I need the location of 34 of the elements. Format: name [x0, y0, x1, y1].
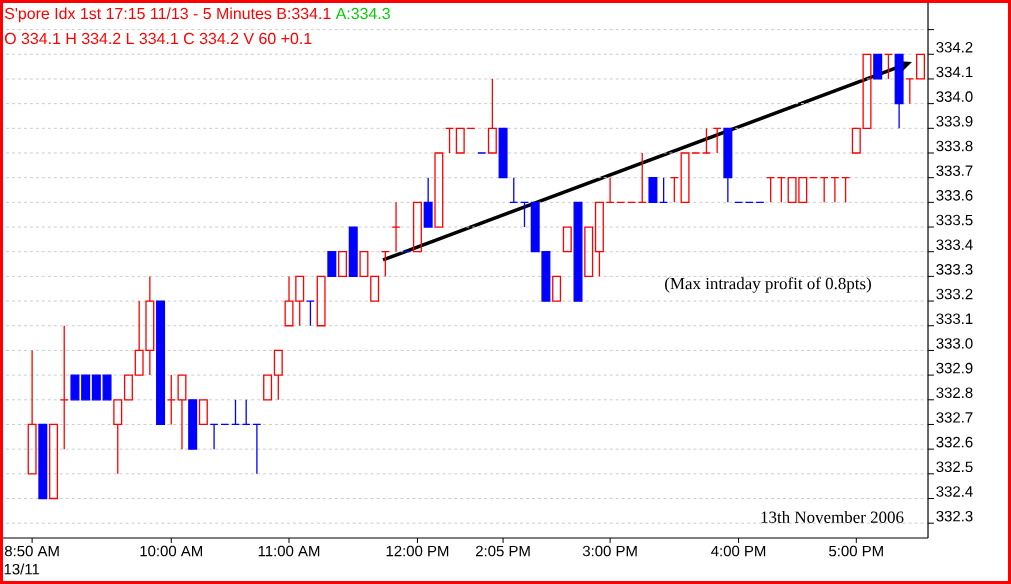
y-tick-label: 332.9	[936, 362, 973, 374]
y-tick-label: 334.1	[936, 66, 973, 78]
y-tick-label: 333.1	[936, 313, 973, 325]
x-tick-label: 11:00 AM	[258, 545, 320, 557]
y-tick-label: 332.8	[936, 387, 973, 399]
y-tick-label: 332.3	[936, 510, 973, 522]
x-tick-label: 10:00 AM	[140, 545, 202, 557]
annotation: 13th November 2006	[761, 511, 904, 523]
y-tick-label: 332.5	[936, 461, 973, 473]
y-tick-label: 333.4	[936, 239, 973, 250]
y-tick-label: 333.6	[936, 190, 973, 201]
x-axis-title: 13/11	[4, 563, 40, 575]
y-tick-label: 333.9	[936, 116, 973, 127]
annotation: A:334.3	[335, 7, 390, 20]
y-tick-label: 333.8	[936, 140, 973, 152]
y-tick-label: 332.7	[936, 412, 973, 423]
x-tick-label: 5:00 PM	[829, 545, 883, 557]
y-tick-label: 333.3	[936, 264, 973, 275]
y-tick-label: 334.2	[936, 41, 973, 53]
y-tick-label: 333.5	[936, 214, 973, 226]
x-tick-label: 2:05 PM	[476, 545, 530, 557]
y-tick-label: 333.2	[936, 288, 973, 300]
y-tick-label: 332.4	[936, 486, 973, 497]
text: O 334.1 H 334.2 L 334.1 C 334.2 V 60 +0.1	[4, 32, 312, 45]
x-tick-label: 3:00 PM	[582, 545, 637, 557]
y-tick-label: 332.6	[936, 436, 973, 448]
chart-title: S'pore Idx 1st 17:15 11/13 - 5 Minutes B:334.1	[4, 7, 331, 23]
y-tick-label: 333.7	[936, 165, 973, 176]
annotation: (Max intraday profit of 0.8pts)	[665, 277, 871, 293]
y-tick-label: 333.0	[936, 338, 973, 349]
x-tick-label: 8:50 AM	[4, 545, 59, 557]
x-tick-label: 12:00 PM	[386, 545, 449, 557]
y-tick-label: 334.0	[936, 91, 973, 102]
x-tick-label: 4:00 PM	[711, 545, 766, 557]
